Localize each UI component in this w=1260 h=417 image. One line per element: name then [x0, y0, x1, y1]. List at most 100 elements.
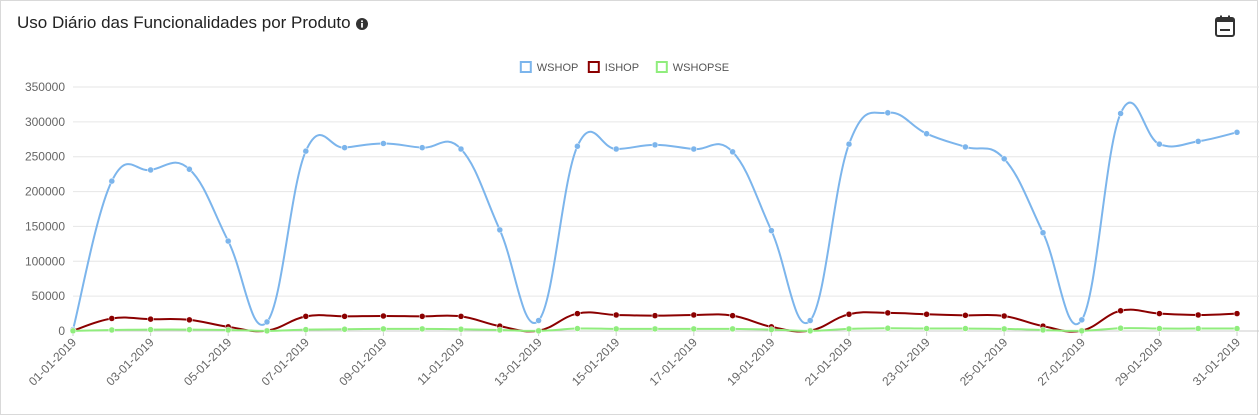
data-point-wshop[interactable] — [535, 317, 542, 324]
data-point-wshop[interactable] — [729, 148, 736, 156]
x-tick-label: 05-01-2019 — [181, 335, 235, 389]
data-point-wshop[interactable] — [496, 226, 504, 234]
data-point-ishop[interactable] — [1117, 307, 1124, 315]
data-point-wshop[interactable] — [418, 144, 426, 151]
data-point-wshop[interactable] — [1233, 129, 1241, 136]
data-point-ishop[interactable] — [612, 311, 620, 319]
data-point-wshopse[interactable] — [1000, 325, 1008, 333]
data-point-wshopse[interactable] — [457, 326, 465, 333]
data-point-ishop[interactable] — [574, 310, 581, 317]
data-point-ishop[interactable] — [690, 311, 698, 319]
card-title: Uso Diário das Funcionalidades por Produ… — [17, 13, 351, 32]
data-point-wshopse[interactable] — [690, 325, 698, 333]
data-point-wshopse[interactable] — [768, 326, 775, 333]
data-point-wshop[interactable] — [923, 130, 930, 137]
data-point-wshop[interactable] — [302, 147, 310, 155]
data-point-wshop[interactable] — [108, 177, 116, 185]
data-point-wshop[interactable] — [380, 140, 387, 147]
data-point-wshop[interactable] — [845, 140, 853, 148]
y-tick-label: 0 — [58, 324, 65, 338]
data-point-wshop[interactable] — [341, 144, 348, 151]
data-point-wshopse[interactable] — [574, 325, 581, 332]
legend-label: ISHOP — [605, 62, 639, 74]
legend-item-wshopse[interactable]: WSHOPSE — [655, 61, 729, 74]
data-point-ishop[interactable] — [845, 311, 853, 318]
data-point-wshopse[interactable] — [147, 326, 154, 333]
data-point-wshop[interactable] — [224, 237, 232, 245]
data-point-ishop[interactable] — [1194, 311, 1202, 319]
data-point-wshopse[interactable] — [651, 325, 659, 333]
data-point-ishop[interactable] — [1156, 310, 1163, 317]
data-point-wshop[interactable] — [1194, 138, 1202, 145]
data-point-wshopse[interactable] — [612, 325, 620, 333]
data-point-wshop[interactable] — [884, 109, 892, 117]
data-point-wshop[interactable] — [263, 318, 271, 326]
data-point-wshop[interactable] — [768, 227, 775, 234]
x-axis: 01-01-2019 03-01-2019 05-01-2019 07-01-2019… — [26, 331, 1243, 389]
x-tick-label: 27-01-2019 — [1035, 335, 1089, 389]
data-point-ishop[interactable] — [1233, 310, 1241, 317]
data-point-wshopse[interactable] — [1194, 325, 1202, 332]
data-point-wshop[interactable] — [1078, 316, 1086, 324]
data-point-wshop[interactable] — [806, 317, 814, 324]
legend-label: WSHOP — [537, 62, 579, 74]
data-point-ishop[interactable] — [341, 313, 348, 320]
data-point-wshop[interactable] — [1000, 155, 1008, 163]
data-point-ishop[interactable] — [729, 312, 736, 319]
data-point-wshopse[interactable] — [186, 326, 193, 333]
data-point-wshopse[interactable] — [341, 326, 348, 333]
card-header: Uso Diário das Funcionalidades por Produ… — [17, 13, 368, 33]
data-point-wshopse[interactable] — [729, 325, 736, 333]
data-point-ishop[interactable] — [418, 313, 426, 320]
data-point-ishop[interactable] — [108, 315, 116, 322]
series-line-wshop — [72, 101, 1238, 330]
calendar-icon[interactable] — [1215, 15, 1235, 37]
data-point-wshopse[interactable] — [1233, 325, 1241, 332]
data-point-wshop[interactable] — [962, 143, 969, 151]
data-point-wshop[interactable] — [651, 141, 659, 149]
data-point-ishop[interactable] — [147, 315, 154, 323]
y-tick-label: 150000 — [25, 219, 65, 233]
data-point-wshopse[interactable] — [1078, 327, 1086, 335]
data-point-ishop[interactable] — [884, 309, 892, 317]
legend-item-wshop[interactable]: WSHOP — [519, 61, 579, 74]
data-point-ishop[interactable] — [1000, 312, 1008, 320]
data-point-wshopse[interactable] — [845, 325, 853, 333]
data-point-ishop[interactable] — [923, 311, 930, 318]
data-point-wshop[interactable] — [186, 166, 193, 173]
data-point-wshopse[interactable] — [1039, 326, 1047, 334]
info-circle-icon[interactable] — [355, 17, 368, 30]
data-point-wshopse[interactable] — [535, 327, 542, 335]
data-point-wshopse[interactable] — [923, 325, 930, 332]
data-point-wshopse[interactable] — [884, 324, 892, 332]
y-tick-label: 350000 — [25, 80, 65, 94]
data-point-wshopse[interactable] — [806, 327, 814, 335]
data-point-wshopse[interactable] — [302, 326, 310, 333]
data-point-wshopse[interactable] — [69, 327, 77, 335]
legend-item-ishop[interactable]: ISHOP — [587, 61, 639, 74]
data-point-wshopse[interactable] — [496, 326, 504, 334]
data-point-wshop[interactable] — [1117, 110, 1124, 117]
data-point-ishop[interactable] — [962, 312, 969, 319]
data-point-wshopse[interactable] — [380, 325, 387, 333]
data-point-ishop[interactable] — [457, 313, 465, 320]
data-point-wshopse[interactable] — [224, 326, 232, 334]
data-point-ishop[interactable] — [380, 312, 387, 320]
data-point-wshopse[interactable] — [108, 326, 116, 334]
data-point-wshopse[interactable] — [263, 327, 271, 335]
data-point-wshop[interactable] — [1039, 229, 1047, 236]
data-point-wshopse[interactable] — [962, 325, 969, 332]
data-point-wshopse[interactable] — [1117, 324, 1124, 332]
data-point-wshop[interactable] — [612, 145, 620, 153]
data-point-wshopse[interactable] — [418, 325, 426, 333]
data-point-wshop[interactable] — [457, 145, 465, 153]
data-point-ishop[interactable] — [186, 316, 193, 324]
data-point-wshop[interactable] — [147, 166, 154, 174]
data-point-wshopse[interactable] — [1156, 325, 1163, 332]
data-point-ishop[interactable] — [302, 313, 310, 320]
data-point-wshop[interactable] — [574, 143, 581, 150]
y-tick-label: 100000 — [25, 254, 65, 268]
data-point-wshop[interactable] — [1156, 140, 1163, 148]
data-point-wshop[interactable] — [690, 145, 698, 153]
data-point-ishop[interactable] — [651, 312, 659, 319]
